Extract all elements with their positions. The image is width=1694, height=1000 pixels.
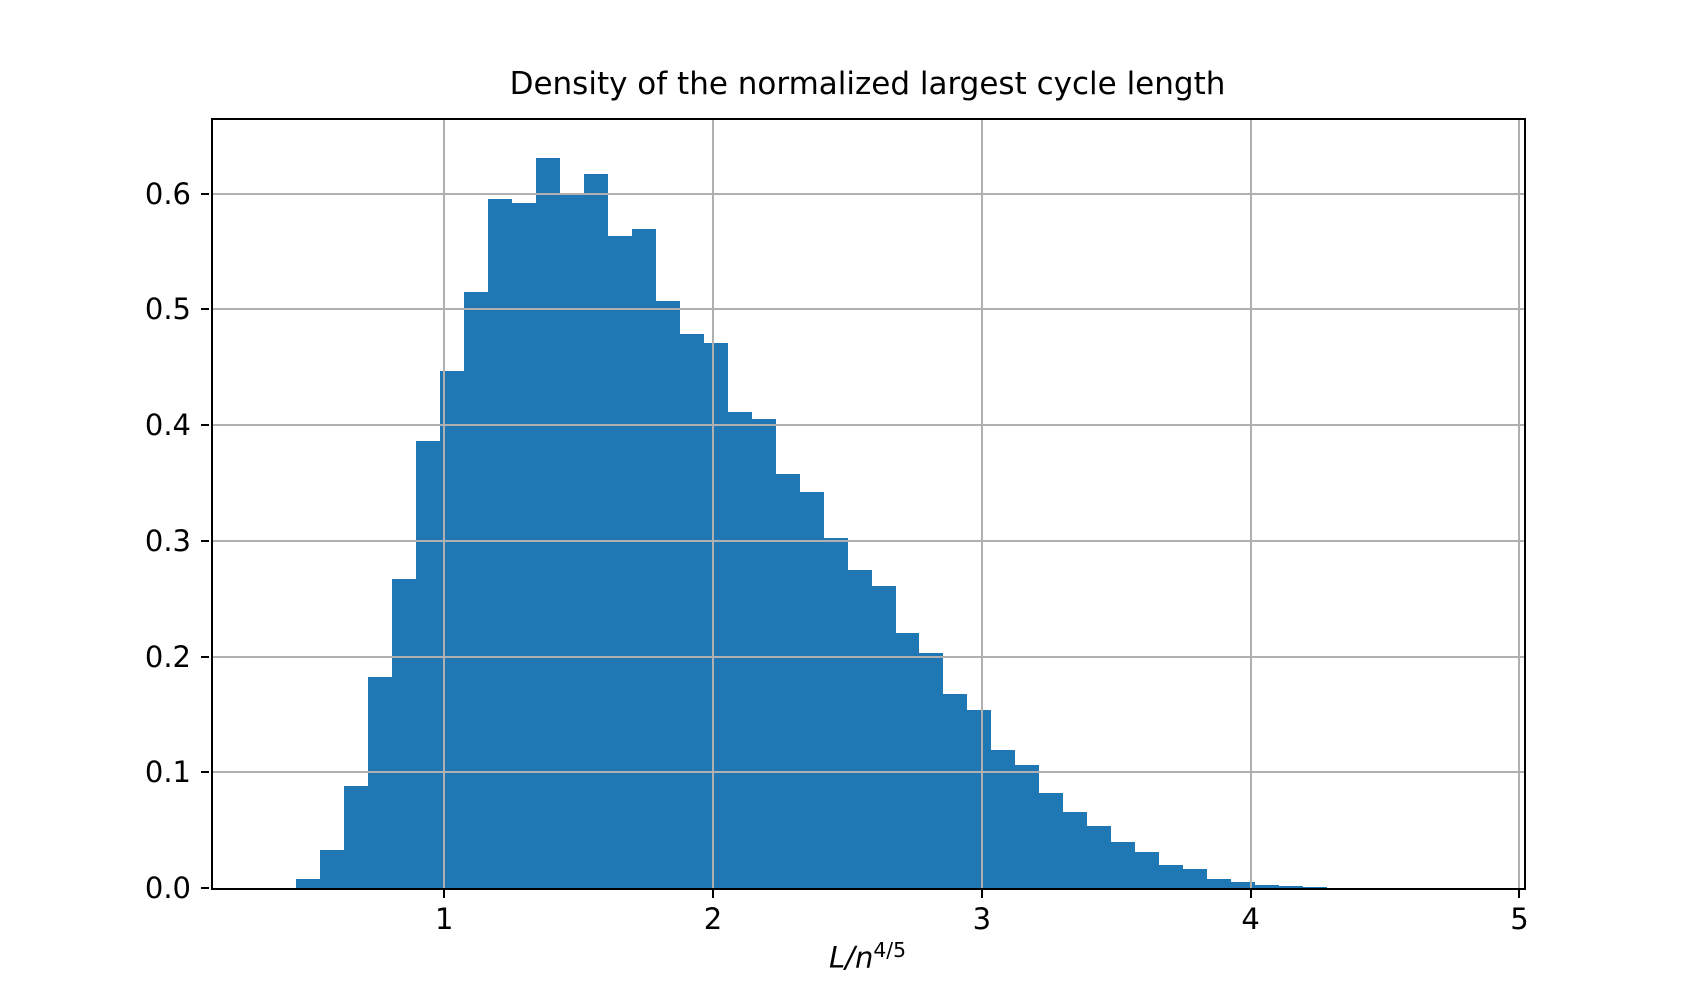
histogram-bar-13	[607, 236, 632, 888]
histogram-bar-23	[847, 569, 872, 888]
histogram-bar-14	[631, 229, 656, 888]
y-tick-0.5	[201, 308, 209, 311]
y-tick-label-0.4: 0.4	[144, 408, 191, 442]
x-gridline-1	[443, 120, 446, 888]
x-tick-1	[443, 890, 446, 898]
histogram-bar-9	[511, 202, 536, 888]
x-tick-label-5: 5	[1510, 902, 1529, 936]
histogram-bar-21	[799, 492, 824, 888]
histogram-bar-10	[535, 157, 560, 888]
histogram-bar-0	[296, 878, 321, 888]
y-gridline-0.1	[213, 771, 1524, 774]
histogram-bar-8	[487, 199, 512, 888]
histogram-bar-30	[1015, 765, 1040, 888]
y-tick-0.3	[201, 539, 209, 542]
histogram-bar-22	[823, 538, 848, 888]
plot-inner	[213, 120, 1524, 888]
y-tick-label-0.5: 0.5	[144, 292, 191, 327]
histogram-bar-29	[991, 750, 1016, 888]
histogram-bar-4	[391, 578, 416, 888]
histogram-bar-3	[367, 677, 392, 888]
x-tick-4	[1249, 890, 1252, 898]
histogram-bar-1	[320, 849, 344, 888]
x-gridline-3	[980, 120, 983, 888]
histogram-bar-27	[943, 693, 968, 888]
y-tick-0.4	[201, 424, 209, 426]
y-tick-label-0.0: 0.0	[144, 871, 191, 905]
histogram-bar-31	[1039, 793, 1064, 888]
x-tick-5	[1518, 890, 1521, 898]
y-gridline-0.5	[213, 308, 1524, 311]
histogram-bar-18	[727, 412, 752, 888]
histogram-bar-36	[1159, 864, 1184, 888]
x-tick-label-4: 4	[1241, 902, 1260, 936]
y-tick-0.0	[201, 887, 209, 889]
x-gridline-4	[1249, 120, 1252, 888]
plot-area	[211, 118, 1526, 890]
x-tick-label-2: 2	[703, 902, 723, 936]
x-tick-label-1: 1	[434, 902, 454, 936]
histogram-bar-34	[1111, 841, 1136, 888]
y-gridline-0.2	[213, 655, 1524, 658]
histogram-bar-25	[895, 633, 920, 888]
histogram-bar-33	[1087, 825, 1112, 888]
x-tick-label-3: 3	[972, 902, 992, 936]
histogram-bar-41	[1279, 885, 1304, 888]
histogram-bar-35	[1135, 852, 1160, 888]
histogram-bar-37	[1183, 869, 1208, 888]
histogram-bar-40	[1255, 884, 1280, 888]
histogram-bar-12	[583, 173, 608, 888]
x-tick-2	[711, 890, 714, 898]
histogram-bar-7	[463, 291, 488, 888]
chart-title: Density of the normalized largest cycle …	[509, 66, 1226, 102]
histogram-bar-16	[679, 333, 704, 888]
y-tick-0.2	[201, 655, 209, 658]
histogram-bar-24	[871, 585, 896, 888]
y-tick-label-0.1: 0.1	[144, 755, 191, 790]
x-axis-label: L/n4/5	[212, 938, 1523, 975]
x-axis-label-exponent: 4/5	[873, 938, 906, 962]
y-tick-0.6	[201, 192, 209, 195]
histogram-bar-15	[655, 301, 680, 888]
histogram-bar-5	[415, 441, 440, 888]
y-tick-label-0.3: 0.3	[144, 523, 191, 558]
histogram-bar-32	[1063, 811, 1088, 888]
histogram-bar-38	[1207, 878, 1232, 888]
y-tick-label-0.2: 0.2	[144, 639, 191, 674]
x-tick-3	[980, 890, 983, 898]
histogram-bar-39	[1231, 882, 1256, 888]
histogram-bar-6	[439, 370, 464, 888]
x-axis-label-base: L/n	[829, 940, 874, 975]
y-tick-0.1	[201, 771, 209, 774]
y-gridline-0.3	[213, 539, 1524, 542]
histogram-bar-28	[967, 709, 992, 888]
y-gridline-0.6	[213, 192, 1524, 195]
x-gridline-5	[1518, 120, 1521, 888]
histogram-bar-26	[919, 653, 944, 888]
y-tick-label-0.6: 0.6	[144, 176, 191, 211]
histogram-bar-20	[775, 473, 800, 888]
x-gridline-2	[711, 120, 714, 888]
histogram-bar-17	[703, 342, 728, 888]
histogram-bar-2	[344, 786, 368, 888]
histogram-bar-19	[751, 419, 776, 888]
y-gridline-0.4	[213, 424, 1524, 426]
histogram-bar-42	[1303, 886, 1328, 888]
